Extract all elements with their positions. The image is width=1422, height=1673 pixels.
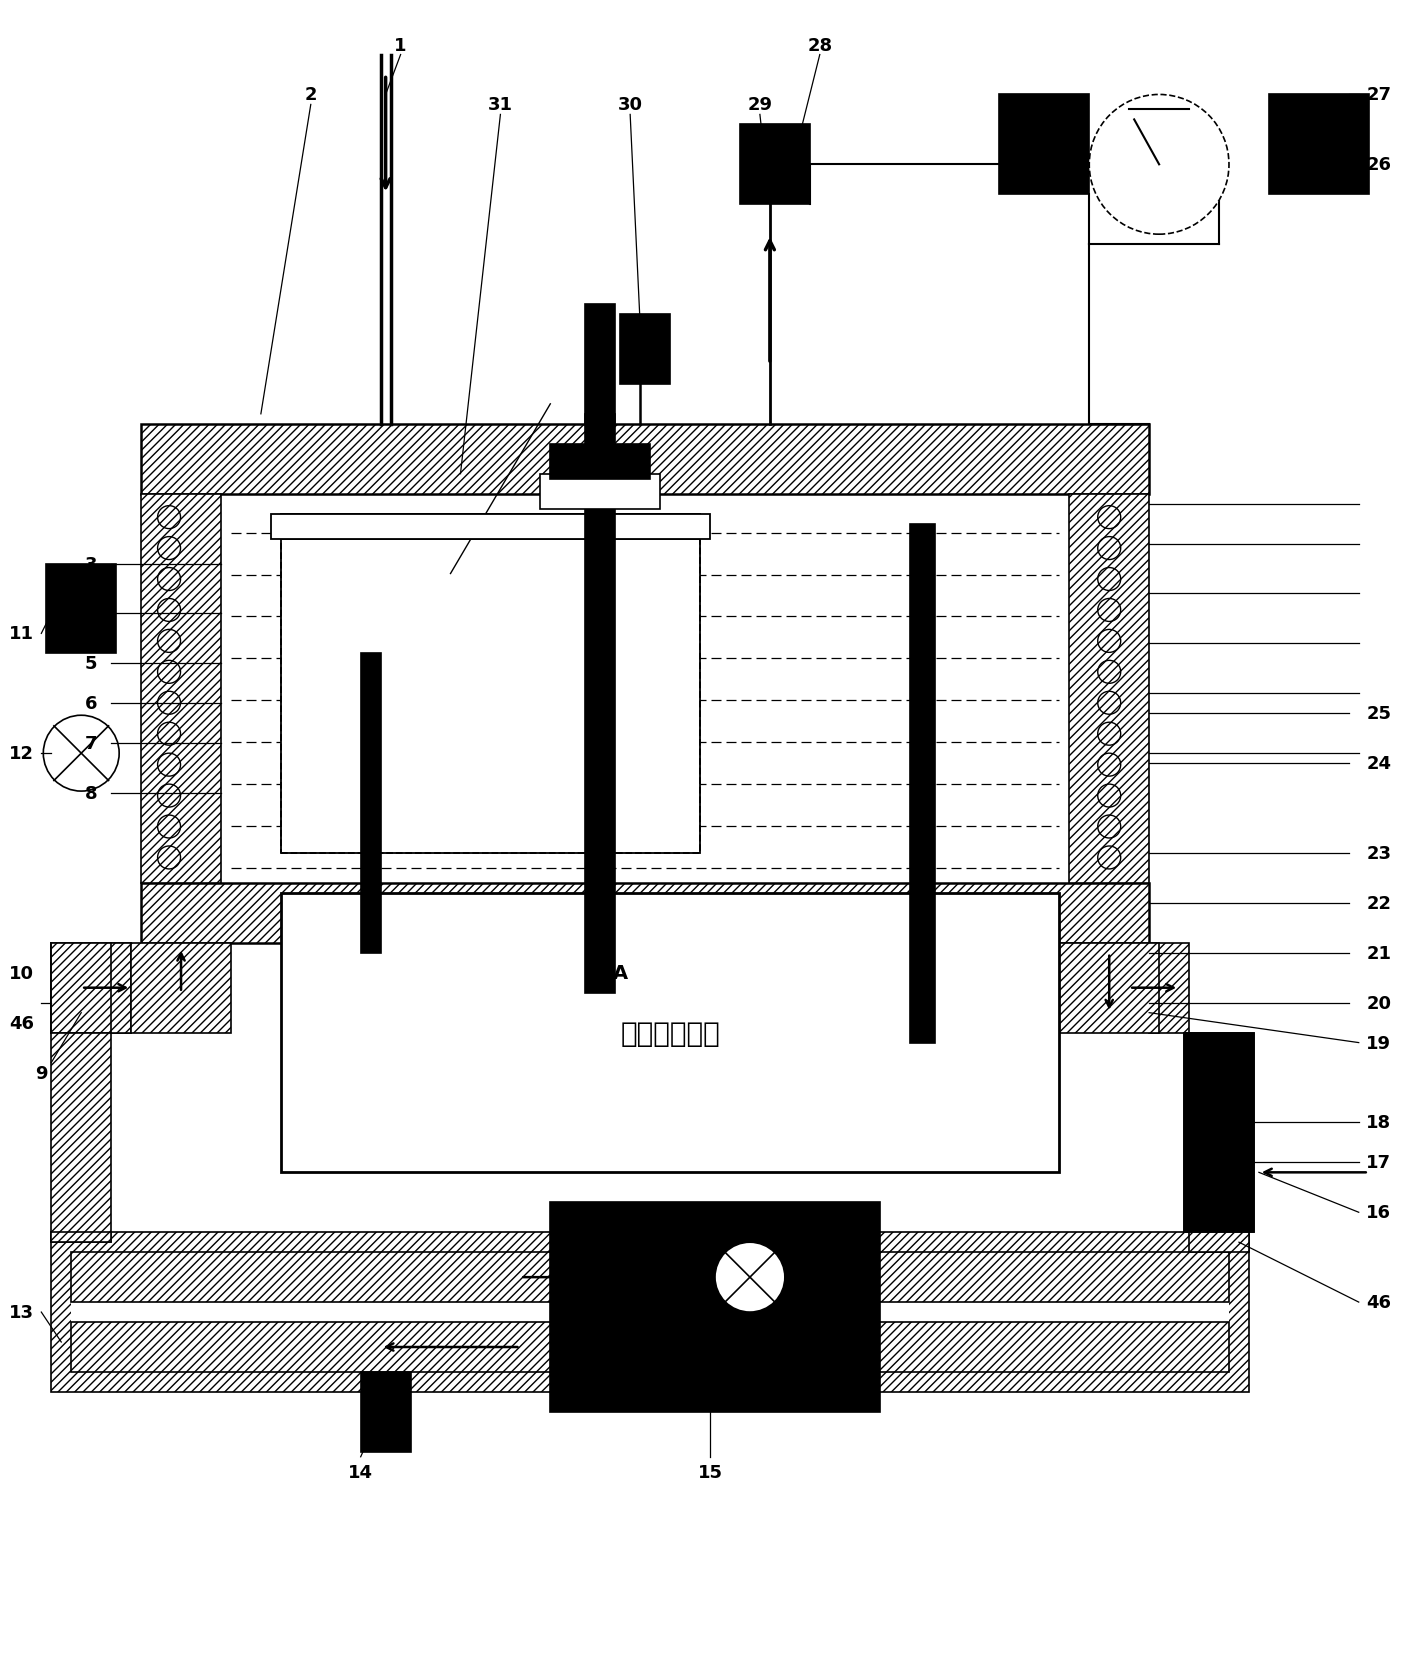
Bar: [280, 514, 700, 853]
Text: 1: 1: [394, 37, 407, 55]
Text: 46: 46: [9, 1014, 34, 1032]
Text: 9: 9: [36, 1064, 47, 1082]
Bar: [51, 944, 131, 1032]
Bar: [51, 1233, 111, 1243]
Text: 11: 11: [9, 626, 34, 642]
Bar: [280, 514, 700, 853]
Text: 12: 12: [9, 744, 34, 763]
Bar: [1000, 95, 1089, 196]
Bar: [1149, 944, 1189, 1032]
Text: 24: 24: [1367, 755, 1391, 773]
Text: 27: 27: [1367, 87, 1391, 104]
Bar: [1189, 1213, 1249, 1233]
Text: 25: 25: [1367, 704, 1391, 723]
Text: 21: 21: [1367, 944, 1391, 962]
Text: 18: 18: [1367, 1114, 1391, 1131]
Bar: [280, 514, 700, 539]
Bar: [1189, 1233, 1249, 1253]
Text: 14: 14: [348, 1462, 373, 1481]
Text: 3: 3: [85, 555, 98, 574]
Bar: [220, 495, 1069, 883]
Text: 8: 8: [85, 785, 98, 803]
Bar: [620, 315, 670, 385]
Text: 4: 4: [85, 606, 98, 622]
Bar: [586, 415, 616, 994]
Bar: [71, 1322, 1229, 1372]
Text: 2: 2: [304, 87, 317, 104]
Bar: [1069, 495, 1149, 883]
Text: 23: 23: [1367, 845, 1391, 863]
Bar: [1185, 1032, 1254, 1233]
Text: 29: 29: [748, 97, 772, 114]
Text: 10: 10: [9, 964, 34, 982]
Text: 46: 46: [1367, 1293, 1391, 1312]
Text: 电化学工作站: 电化学工作站: [620, 1019, 720, 1047]
Circle shape: [1089, 95, 1229, 234]
Bar: [361, 654, 381, 954]
Bar: [910, 524, 934, 1042]
Text: 22: 22: [1367, 895, 1391, 912]
Bar: [1189, 1032, 1249, 1233]
Bar: [1185, 1032, 1254, 1233]
Bar: [131, 944, 230, 1032]
Bar: [1268, 95, 1369, 196]
Text: 6: 6: [85, 694, 98, 713]
Bar: [51, 944, 131, 1032]
Bar: [71, 1253, 1229, 1302]
Text: 15: 15: [698, 1462, 722, 1481]
Bar: [550, 445, 650, 480]
Text: 13: 13: [9, 1303, 34, 1322]
Bar: [1059, 944, 1159, 1032]
Bar: [550, 1203, 880, 1412]
Bar: [540, 475, 660, 509]
Bar: [141, 425, 1149, 495]
Text: 31: 31: [488, 97, 513, 114]
Bar: [71, 1253, 1229, 1372]
Text: 28: 28: [808, 37, 832, 55]
Circle shape: [715, 1243, 785, 1312]
Text: 19: 19: [1367, 1034, 1391, 1052]
Bar: [51, 1233, 1249, 1392]
Text: 20: 20: [1367, 994, 1391, 1012]
Bar: [141, 495, 220, 883]
Bar: [141, 883, 1149, 944]
Text: 7: 7: [85, 734, 98, 753]
Bar: [270, 514, 710, 539]
Circle shape: [43, 716, 119, 791]
Text: 17: 17: [1367, 1154, 1391, 1171]
Bar: [47, 564, 117, 654]
Text: 26: 26: [1367, 156, 1391, 174]
Text: A: A: [613, 964, 627, 982]
Text: 5: 5: [85, 654, 98, 673]
Bar: [280, 893, 1059, 1173]
Bar: [586, 304, 616, 425]
Bar: [361, 1372, 411, 1452]
Bar: [739, 125, 809, 206]
Text: 16: 16: [1367, 1203, 1391, 1221]
Bar: [51, 1032, 111, 1243]
Text: 30: 30: [617, 97, 643, 114]
